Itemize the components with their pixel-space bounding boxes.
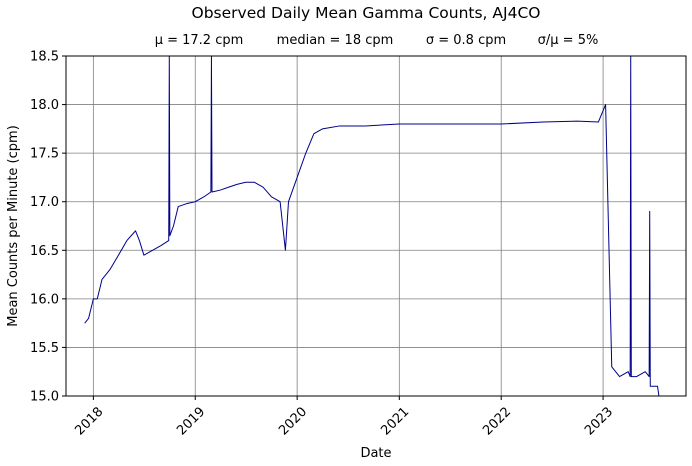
- y-tick-label: 18.0: [30, 98, 59, 113]
- x-tick-label: 2023: [582, 404, 616, 438]
- y-tick-label: 15.5: [30, 341, 59, 356]
- x-axis: 2018 2019 2020 2021 2022 2023: [72, 396, 616, 438]
- subtitle-median: median = 18 cpm: [277, 33, 394, 48]
- plot-frame: [65, 55, 687, 397]
- x-tick-label: 2022: [480, 404, 514, 438]
- y-tick-label: 18.5: [30, 50, 59, 65]
- x-axis-label: Date: [360, 446, 391, 461]
- y-axis-label: Mean Counts per Minute (cpm): [6, 125, 21, 327]
- chart-title: Observed Daily Mean Gamma Counts, AJ4CO: [192, 4, 541, 22]
- series-group: [84, 56, 660, 396]
- subtitle-sigma: σ = 0.8 cpm: [426, 33, 506, 48]
- y-axis: 15.0 15.5 16.0 16.5 17.0 17.5 18.0 18.5: [30, 50, 66, 405]
- grid: [66, 55, 686, 397]
- x-tick-label: 2020: [276, 404, 310, 438]
- x-tick-label: 2019: [174, 404, 208, 438]
- y-tick-label: 17.5: [30, 147, 59, 162]
- y-tick-label: 17.0: [30, 195, 59, 210]
- subtitle-cv: σ/μ = 5%: [538, 33, 599, 48]
- y-tick-label: 15.0: [30, 390, 59, 405]
- subtitle-mean: μ = 17.2 cpm: [155, 33, 244, 48]
- x-tick-label: 2018: [72, 404, 106, 438]
- y-tick-label: 16.0: [30, 292, 59, 307]
- series-line: [84, 56, 660, 396]
- x-tick-label: 2021: [378, 404, 412, 438]
- y-tick-label: 16.5: [30, 244, 59, 259]
